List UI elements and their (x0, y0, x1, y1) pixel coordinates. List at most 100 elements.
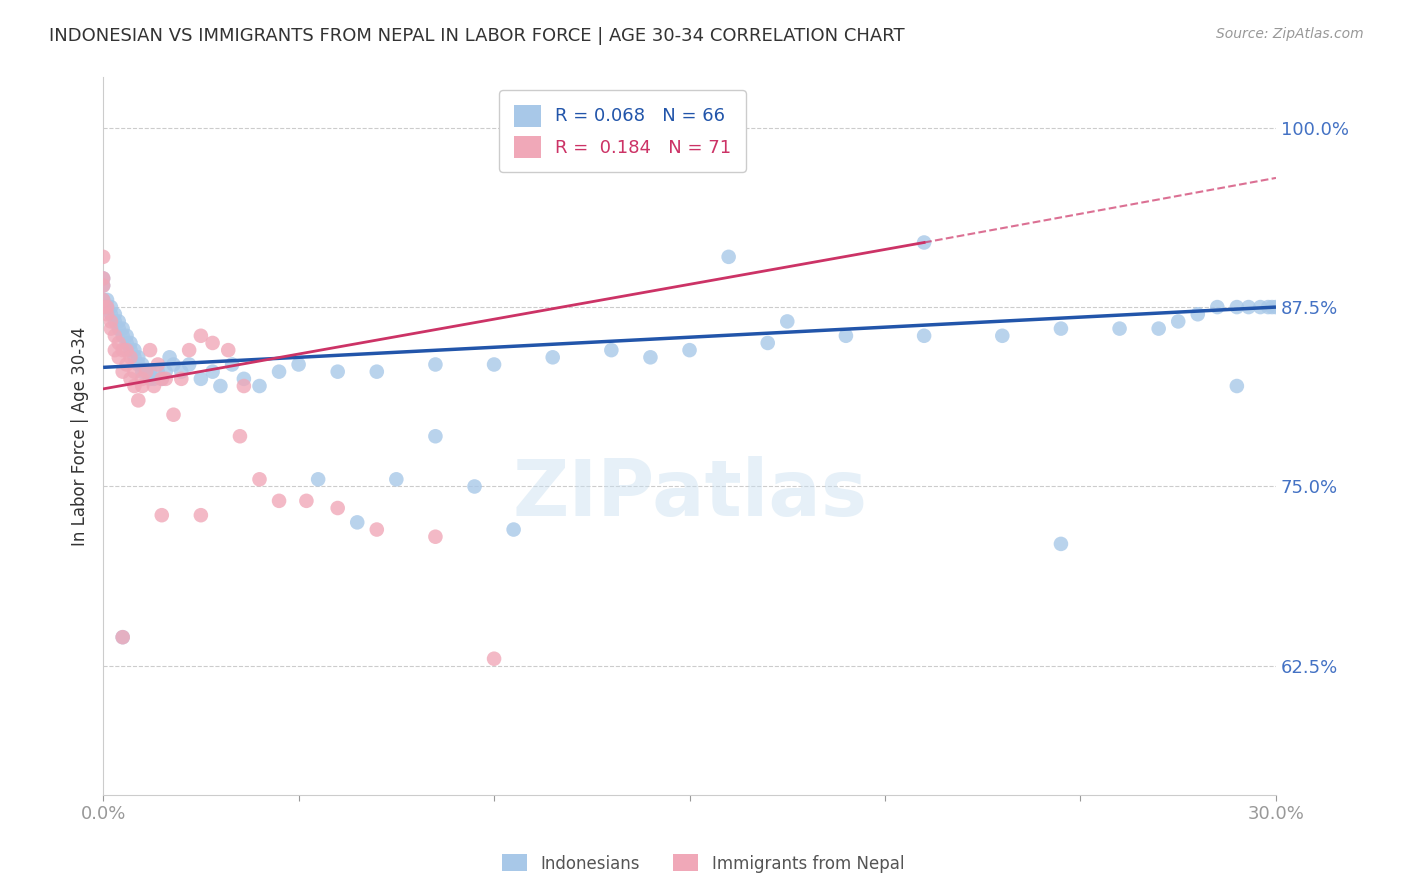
Point (366, 365, 388, 379)
Point (170, 365, 193, 379)
Point (127, 358, 149, 372)
Point (120, 343, 142, 358)
Point (249, 472, 271, 486)
Point (482, 651, 505, 665)
Point (541, 351, 564, 365)
Point (464, 479, 486, 493)
Point (124, 343, 146, 358)
Point (100, 321, 122, 335)
Point (190, 328, 212, 343)
Text: ZIPatlas: ZIPatlas (512, 456, 868, 532)
Point (96, 300, 118, 314)
Point (91, 293, 114, 307)
Point (91, 300, 114, 314)
Point (991, 328, 1014, 343)
Point (111, 328, 134, 343)
Point (232, 372, 254, 386)
Point (100, 314, 122, 328)
Point (131, 358, 153, 372)
Point (326, 501, 349, 516)
Point (209, 379, 232, 393)
Point (146, 358, 169, 372)
Point (115, 358, 138, 372)
Point (502, 523, 524, 537)
Y-axis label: In Labor Force | Age 30-34: In Labor Force | Age 30-34 (72, 326, 89, 546)
Point (131, 372, 153, 386)
Point (142, 372, 165, 386)
Point (201, 365, 224, 379)
Point (135, 365, 157, 379)
Point (1249, 300, 1271, 314)
Point (139, 365, 162, 379)
Point (91, 293, 114, 307)
Point (96, 300, 118, 314)
Point (107, 351, 129, 365)
Point (111, 630, 134, 644)
Point (600, 343, 623, 358)
Point (104, 343, 127, 358)
Point (756, 335, 779, 350)
Point (155, 372, 177, 386)
Point (1108, 321, 1130, 335)
Point (120, 351, 142, 365)
Point (776, 314, 799, 328)
Point (150, 508, 173, 523)
Point (1265, 300, 1288, 314)
Point (170, 372, 193, 386)
Point (179, 343, 201, 358)
Point (159, 351, 181, 365)
Text: Source: ZipAtlas.com: Source: ZipAtlas.com (1216, 27, 1364, 41)
Point (155, 365, 177, 379)
Point (131, 379, 153, 393)
Point (107, 314, 129, 328)
Point (425, 358, 447, 372)
Point (249, 379, 271, 393)
Point (229, 429, 252, 443)
Point (1050, 537, 1073, 551)
Point (232, 379, 254, 393)
Point (1206, 300, 1229, 314)
Point (91, 271, 114, 285)
Point (1226, 379, 1249, 393)
Point (425, 429, 447, 443)
Point (104, 307, 127, 321)
Point (127, 393, 149, 408)
Point (107, 335, 129, 350)
Point (678, 343, 700, 358)
Point (201, 335, 224, 350)
Point (91, 300, 114, 314)
Point (104, 314, 127, 328)
Point (287, 358, 309, 372)
Text: INDONESIAN VS IMMIGRANTS FROM NEPAL IN LABOR FORCE | AGE 30-34 CORRELATION CHART: INDONESIAN VS IMMIGRANTS FROM NEPAL IN L… (49, 27, 905, 45)
Point (217, 343, 239, 358)
Point (1147, 321, 1170, 335)
Point (100, 307, 122, 321)
Point (1237, 300, 1260, 314)
Point (326, 365, 349, 379)
Point (482, 358, 505, 372)
Point (190, 372, 212, 386)
Point (139, 372, 162, 386)
Point (91, 278, 114, 293)
Point (120, 372, 142, 386)
Point (100, 300, 122, 314)
Point (111, 321, 134, 335)
Point (190, 508, 212, 523)
Point (120, 335, 142, 350)
Point (425, 530, 447, 544)
Point (1261, 300, 1284, 314)
Point (912, 235, 935, 250)
Point (835, 328, 858, 343)
Point (131, 365, 153, 379)
Point (111, 630, 134, 644)
Point (1050, 321, 1073, 335)
Point (1226, 300, 1249, 314)
Point (135, 365, 157, 379)
Point (162, 408, 184, 422)
Point (139, 343, 162, 358)
Point (91, 278, 114, 293)
Legend: R = 0.068   N = 66, R =  0.184   N = 71: R = 0.068 N = 66, R = 0.184 N = 71 (499, 90, 745, 172)
Point (111, 343, 134, 358)
Point (1187, 307, 1209, 321)
Point (385, 472, 408, 486)
